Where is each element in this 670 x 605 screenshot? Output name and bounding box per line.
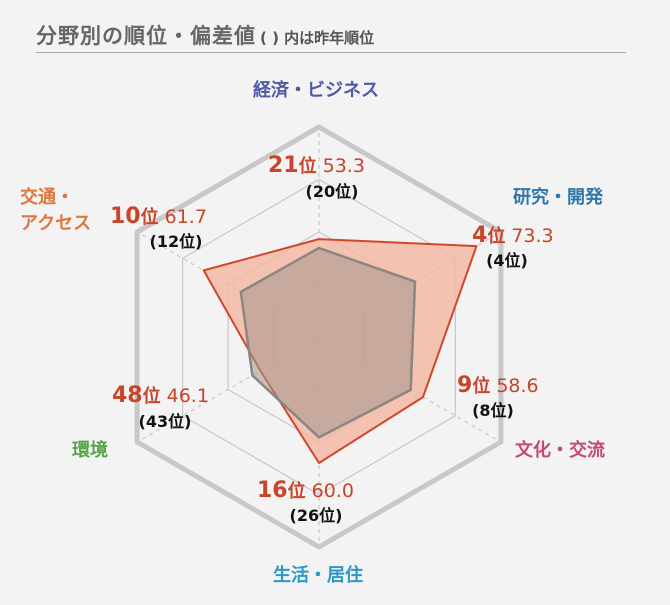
score-value: 61.7: [165, 206, 207, 228]
rank-label-1: 21位 53.3: [268, 153, 365, 178]
chart-title-text: 分野別の順位・偏差値: [36, 24, 256, 48]
axis-label-2: 研究・開発: [513, 186, 604, 208]
axis-label-line: 経済・ビジネス: [253, 79, 379, 101]
axis-label-4: 生活・居住: [273, 564, 363, 586]
previous-rank-6: (12位): [150, 232, 203, 251]
previous-rank-4: (26位): [290, 506, 343, 525]
axis-label-6: 交通・アクセス: [20, 186, 91, 234]
rank-number: 16: [257, 478, 288, 503]
rank-number: 10: [110, 204, 141, 229]
rank-unit: 位: [472, 375, 490, 397]
chart-title: 分野別の順位・偏差値( ) 内は昨年順位: [36, 20, 374, 50]
previous-rank-3: (8位): [472, 401, 514, 420]
previous-rank-5: (43位): [139, 412, 192, 431]
rank-label-3: 9位 58.6: [457, 373, 539, 398]
axis-label-line: 環境: [72, 439, 108, 461]
previous-year-area: [239, 246, 417, 439]
axis-label-line: 文化・交流: [515, 439, 605, 461]
radar-areas: [202, 238, 478, 464]
rank-label-4: 16位 60.0: [257, 478, 354, 503]
rank-unit: 位: [299, 155, 317, 177]
rank-label-2: 4位 73.3: [472, 223, 554, 248]
chart-title-note: ( ) 内は昨年順位: [260, 29, 375, 47]
score-value: 58.6: [496, 375, 538, 397]
rank-unit: 位: [487, 225, 505, 247]
score-value: 46.1: [167, 385, 209, 407]
score-value: 73.3: [511, 225, 553, 247]
axis-label-line: 研究・開発: [513, 186, 604, 208]
previous-rank-1: (20位): [306, 182, 359, 201]
axis-label-line: 生活・居住: [273, 564, 363, 586]
axis-label-1: 経済・ビジネス: [253, 79, 379, 101]
rank-label-6: 10位 61.7: [110, 204, 207, 229]
score-value: 53.3: [323, 155, 365, 177]
score-value: 60.0: [312, 480, 354, 502]
rank-unit: 位: [141, 206, 159, 228]
rank-number: 9: [457, 373, 472, 398]
previous-rank-2: (4位): [486, 251, 528, 270]
rank-unit: 位: [143, 385, 161, 407]
rank-number: 21: [268, 153, 299, 178]
axis-label-3: 文化・交流: [515, 439, 605, 461]
axis-label-line: アクセス: [20, 213, 91, 234]
axis-label-5: 環境: [72, 439, 108, 461]
rank-number: 48: [112, 383, 143, 408]
chart-header: 分野別の順位・偏差値( ) 内は昨年順位: [0, 0, 670, 60]
axis-label-line: 交通・: [20, 186, 74, 208]
rank-number: 4: [472, 223, 487, 248]
rank-unit: 位: [288, 480, 306, 502]
rank-label-5: 48位 46.1: [112, 383, 209, 408]
header-divider: [36, 52, 626, 53]
